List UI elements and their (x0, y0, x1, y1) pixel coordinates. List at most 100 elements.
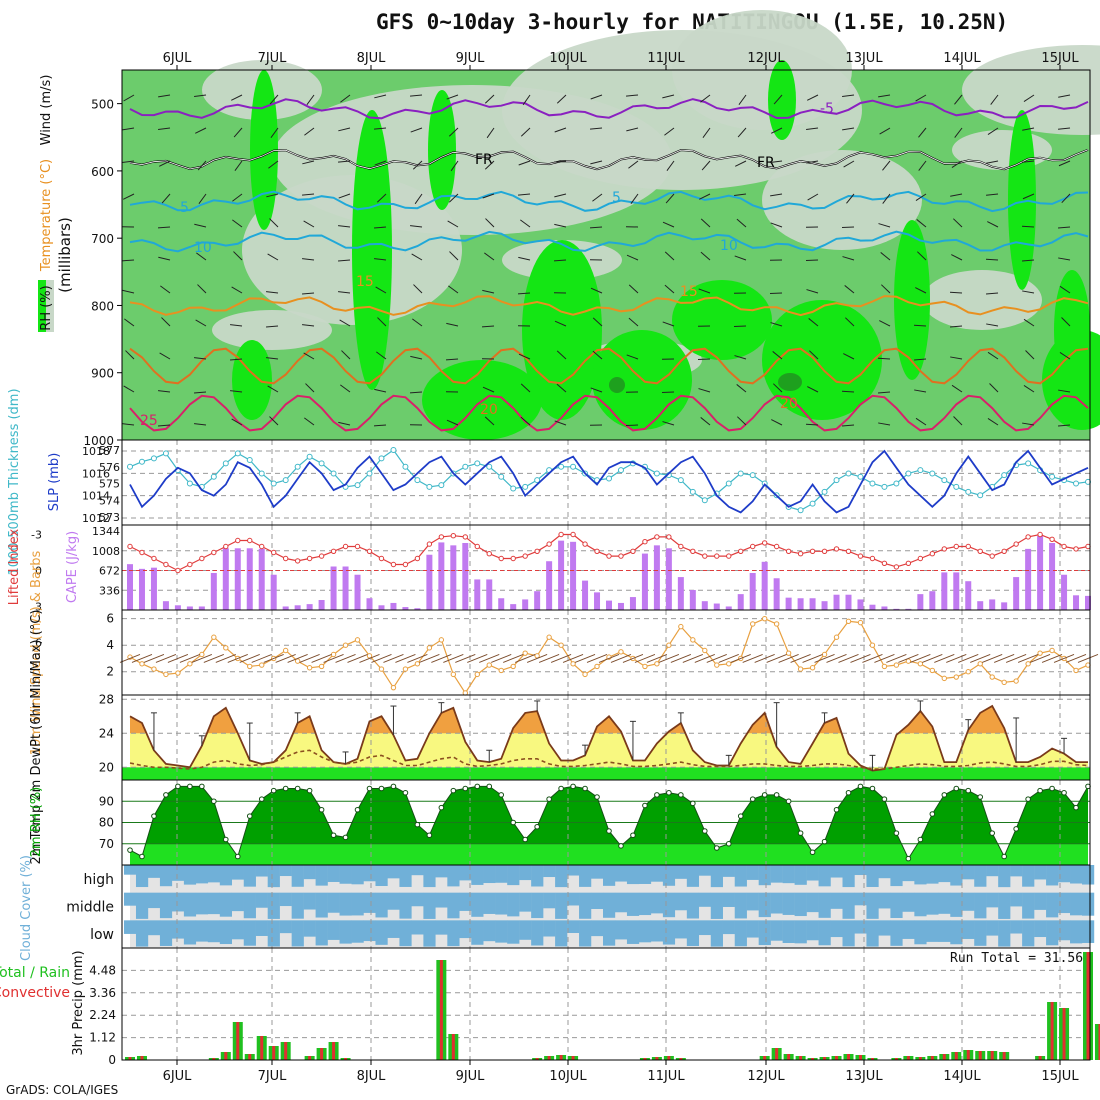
surface-wind-barb (167, 654, 189, 663)
cloud-cell (339, 892, 352, 916)
precip-convective-bar (978, 1051, 982, 1060)
wind-barb (158, 390, 171, 393)
wind-speed-point (294, 658, 301, 664)
thickness-point (294, 463, 301, 470)
wind-barb (877, 391, 891, 394)
wind-barb (1059, 352, 1071, 360)
cloud-cell (662, 865, 676, 886)
cloud-cell (315, 920, 328, 946)
cape-bar (737, 594, 744, 610)
surface-wind-barb (491, 654, 512, 663)
precip-convective-bar (236, 1022, 240, 1060)
wind-barb (808, 318, 819, 327)
wind-barb (231, 286, 243, 294)
cloud-cell (243, 892, 256, 919)
cape-bar (282, 606, 289, 610)
wind-barb (628, 317, 639, 327)
surface-wind-barb (826, 654, 847, 663)
cloud-cell (591, 920, 604, 937)
precip-convective-bar (990, 1051, 994, 1060)
wind-barb (122, 127, 135, 131)
lifted-index-point (486, 551, 492, 557)
cloud-cell (291, 920, 304, 947)
lifted-index-point (785, 548, 792, 554)
wind-barb (373, 424, 387, 427)
cloud-cell (411, 865, 424, 876)
cloud-cell (926, 865, 939, 884)
lifted-index-point (390, 561, 397, 568)
cloud-cell (447, 865, 460, 887)
wind-barb (518, 193, 531, 196)
wind-speed-point (450, 671, 457, 678)
date-tick-bottom: 12JUL (747, 1069, 785, 1084)
pressure-tick-label: 1000 (83, 434, 114, 448)
cape-bar (629, 597, 636, 610)
thickness-point (246, 457, 253, 464)
wind-barb (1061, 193, 1071, 204)
temperature-axis-label: 2m Temp 2m DewPt (6hr Min/Max) (°C) (29, 610, 44, 865)
cloud-cell (1046, 892, 1059, 918)
rh2m-point (246, 813, 253, 819)
wind-speed-point (259, 662, 265, 668)
wind-barb (841, 424, 855, 427)
date-tick-bottom: 13JUL (845, 1069, 883, 1084)
wind-barb (121, 259, 135, 262)
wind-barb (374, 388, 387, 393)
surface-wind-barb (970, 654, 991, 663)
lifted-index-point (330, 548, 337, 554)
cloud-cell (758, 865, 771, 886)
wind-speed-point (534, 653, 540, 659)
rh2m-point (666, 789, 672, 796)
cloud-cell (579, 920, 592, 947)
wind-barb (484, 416, 495, 426)
rh2m-point (1037, 787, 1043, 794)
wind-barb (484, 94, 495, 104)
rh2m-point (139, 853, 145, 860)
slp-tick-label: 1012 (82, 512, 110, 525)
cloud-cell (938, 865, 951, 883)
cloud-cell (626, 865, 640, 885)
rh2m-point (175, 783, 181, 790)
cloud-cell (555, 892, 568, 919)
dewpoint-line (129, 749, 1089, 770)
cloud-cell (363, 892, 376, 913)
cape-bar (1037, 535, 1044, 610)
surface-wind-barb (922, 654, 943, 663)
wind-barb (879, 320, 891, 327)
wind-barb (738, 94, 747, 106)
surface-wind-barb (946, 654, 967, 663)
surface-wind-barb (718, 654, 739, 663)
rh2m-point (737, 813, 744, 819)
wind-speed-point (151, 666, 157, 672)
wind-barb (122, 289, 135, 294)
wind-speed-point (570, 661, 576, 667)
cloud-cell (603, 920, 616, 946)
cloud-cell (159, 892, 173, 919)
cloud-cell (327, 865, 340, 882)
wind-barb (230, 358, 243, 361)
wind-barb (989, 383, 999, 393)
cloud-cell (698, 920, 711, 936)
thickness-point (510, 485, 517, 492)
rh2m-point (702, 828, 708, 834)
wind-barb (230, 390, 243, 393)
wind-barb (125, 350, 135, 360)
cloud-cell (614, 865, 628, 882)
cloud-cell (267, 865, 280, 888)
cloud-cell (1046, 865, 1059, 886)
rh2m-area-dark (145, 786, 1088, 844)
rh2m-point (306, 787, 313, 794)
wind-barb (589, 226, 603, 229)
cloud-cell (770, 865, 783, 883)
wind-barb (269, 94, 279, 105)
thickness-point (677, 477, 684, 484)
temp-contour (129, 98, 1089, 120)
wind-barb (915, 287, 927, 294)
lifted-index-point (510, 555, 516, 562)
wind-barb (807, 94, 819, 101)
wind-barb (734, 193, 747, 196)
wind-barb (987, 221, 999, 228)
wind-barb (448, 127, 459, 137)
wind-barb (846, 193, 855, 204)
rh2m-point (151, 813, 157, 819)
